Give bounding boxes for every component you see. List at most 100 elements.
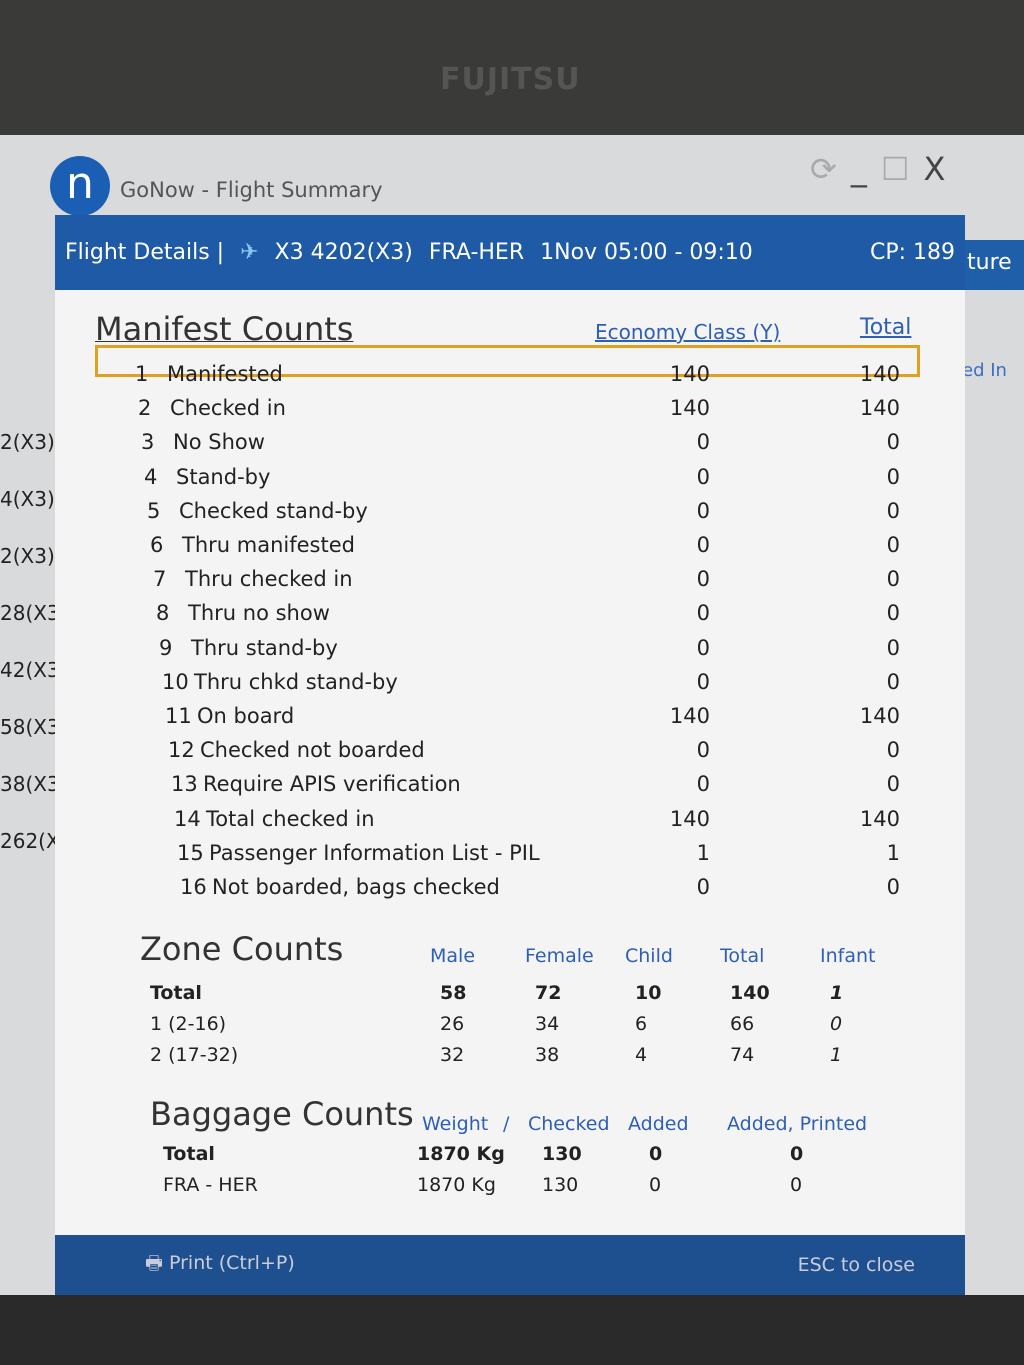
background-list-item: 4(X3)	[0, 487, 55, 511]
manifest-total-value: 0	[886, 498, 900, 523]
manifest-row-number: 3	[141, 430, 155, 455]
manifest-economy-value: 0	[696, 464, 710, 489]
zone-value: 10	[635, 982, 662, 1004]
manifest-row-label: Thru no show	[188, 601, 330, 626]
manifest-economy-value: 0	[696, 669, 710, 694]
baggage-value: 0	[790, 1143, 804, 1165]
zone-row-label: 2 (17-32)	[150, 1044, 239, 1066]
manifest-row-number: 8	[156, 601, 170, 626]
manifest-economy-value: 0	[696, 601, 710, 626]
flight-summary-dialog: Flight Details | ✈ X3 4202(X3) FRA-HER 1…	[55, 215, 965, 1295]
manifest-economy-value: 0	[696, 635, 710, 660]
flight-details-header: Flight Details | ✈ X3 4202(X3) FRA-HER 1…	[55, 215, 965, 290]
manifest-row-number: 1	[135, 362, 149, 386]
zone-value: 66	[730, 1013, 755, 1035]
manifest-row-number: 12	[168, 738, 195, 763]
maximize-button[interactable]: ☐	[880, 150, 910, 188]
zone-row-label: Total	[150, 982, 202, 1004]
manifest-title: Manifest Counts	[95, 310, 354, 348]
manifest-row-number: 2	[138, 396, 152, 421]
flight-details-label: Flight Details |	[65, 240, 225, 265]
zone-column-header: Child	[625, 945, 673, 967]
selected-row-highlight	[95, 345, 920, 377]
baggage-column-header: Checked	[528, 1113, 610, 1135]
route: FRA-HER	[428, 240, 525, 265]
baggage-row-label: Total	[163, 1143, 215, 1165]
baggage-value: 130	[542, 1143, 582, 1165]
background-column-header: ed In	[962, 360, 1007, 381]
manifest-total-value: 0	[886, 772, 900, 797]
manifest-row-label: Checked stand-by	[179, 498, 368, 523]
manifest-row-label: Total checked in	[206, 806, 375, 831]
esc-hint: ESC to close	[797, 1254, 915, 1276]
manifest-total-value: 0	[886, 669, 900, 694]
manifest-row-label: Thru stand-by	[191, 635, 338, 660]
manifest-economy-value: 140	[669, 704, 710, 728]
manifest-total-value: 140	[859, 396, 900, 421]
manifest-total-value: 0	[886, 430, 900, 455]
manifest-economy-value: 0	[696, 533, 710, 557]
manifest-row-number: 13	[171, 772, 198, 797]
manifest-total-value: 0	[886, 635, 900, 660]
zone-column-header: Male	[430, 945, 476, 967]
manifest-row-number: 7	[153, 567, 167, 592]
manifest-economy-value: 0	[696, 875, 710, 899]
zone-value: 1	[830, 1044, 843, 1066]
close-button[interactable]: X	[923, 150, 946, 188]
zone-column-header: Infant	[820, 945, 876, 967]
manifest-row-label: Require APIS verification	[203, 772, 461, 797]
manifest-row-number: 9	[159, 635, 173, 660]
manifest-row-number: 4	[144, 464, 158, 489]
baggage-value: 130	[542, 1174, 579, 1196]
flight-number: X3 4202(X3)	[274, 240, 413, 265]
manifest-row-number: 15	[177, 840, 204, 865]
baggage-value: 0	[790, 1174, 803, 1196]
zone-value: 58	[440, 982, 467, 1004]
app-logo: n	[50, 156, 110, 216]
dialog-footer: 🖶 Print (Ctrl+P) ESC to close	[55, 1235, 965, 1295]
baggage-column-header: Added	[628, 1113, 689, 1135]
manifest-row-label: Thru manifested	[182, 533, 355, 557]
refresh-icon[interactable]: ⟳	[810, 150, 837, 188]
minimize-button[interactable]: _	[850, 150, 867, 188]
baggage-value: 1870 Kg	[417, 1174, 496, 1196]
manifest-row-label: Thru checked in	[185, 567, 353, 592]
manifest-economy-value: 140	[669, 396, 710, 421]
zone-column-header: Female	[525, 945, 594, 967]
manifest-row-label: Checked in	[170, 396, 286, 421]
manifest-total-value: 0	[886, 738, 900, 763]
zone-value: 140	[730, 982, 770, 1004]
baggage-value: 0	[649, 1174, 662, 1196]
manifest-row-label: Stand-by	[176, 464, 271, 489]
zone-value: 4	[635, 1044, 648, 1066]
manifest-row-number: 6	[150, 533, 164, 557]
zone-value: 72	[535, 982, 562, 1004]
manifest-economy-value: 0	[696, 738, 710, 763]
zone-value: 26	[440, 1013, 465, 1035]
manifest-row-number: 5	[147, 498, 161, 523]
manifest-row-label: Passenger Information List - PIL	[209, 840, 540, 865]
manifest-total-value: 140	[859, 704, 900, 728]
baggage-column-header: Added, Printed	[727, 1113, 868, 1135]
manifest-row-label: Manifested	[167, 362, 283, 386]
print-button[interactable]: 🖶 Print (Ctrl+P)	[145, 1252, 295, 1274]
zone-value: 38	[535, 1044, 560, 1066]
background-list-item: 2(X3)	[0, 544, 55, 568]
column-total: Total	[860, 315, 912, 340]
zone-value: 6	[635, 1013, 648, 1035]
baggage-column-header: /	[503, 1113, 510, 1135]
manifest-row-label: Not boarded, bags checked	[212, 875, 500, 899]
monitor-bezel: FUJITSU	[0, 0, 1024, 140]
baggage-value: 1870 Kg	[417, 1143, 505, 1165]
window-titlebar: n GoNow - Flight Summary ⟳ _ ☐ X	[0, 150, 1024, 230]
manifest-economy-value: 0	[696, 772, 710, 797]
background-tab: ture	[965, 240, 1024, 290]
manifest-total-value: 0	[886, 567, 900, 592]
column-economy: Economy Class (Y)	[595, 320, 781, 344]
brand-logo: FUJITSU	[440, 62, 581, 97]
manifest-row-label: On board	[197, 704, 295, 728]
manifest-total-value: 0	[886, 875, 900, 899]
manifest-economy-value: 0	[696, 498, 710, 523]
manifest-total-value: 0	[886, 464, 900, 489]
manifest-row-number: 10	[162, 669, 189, 694]
